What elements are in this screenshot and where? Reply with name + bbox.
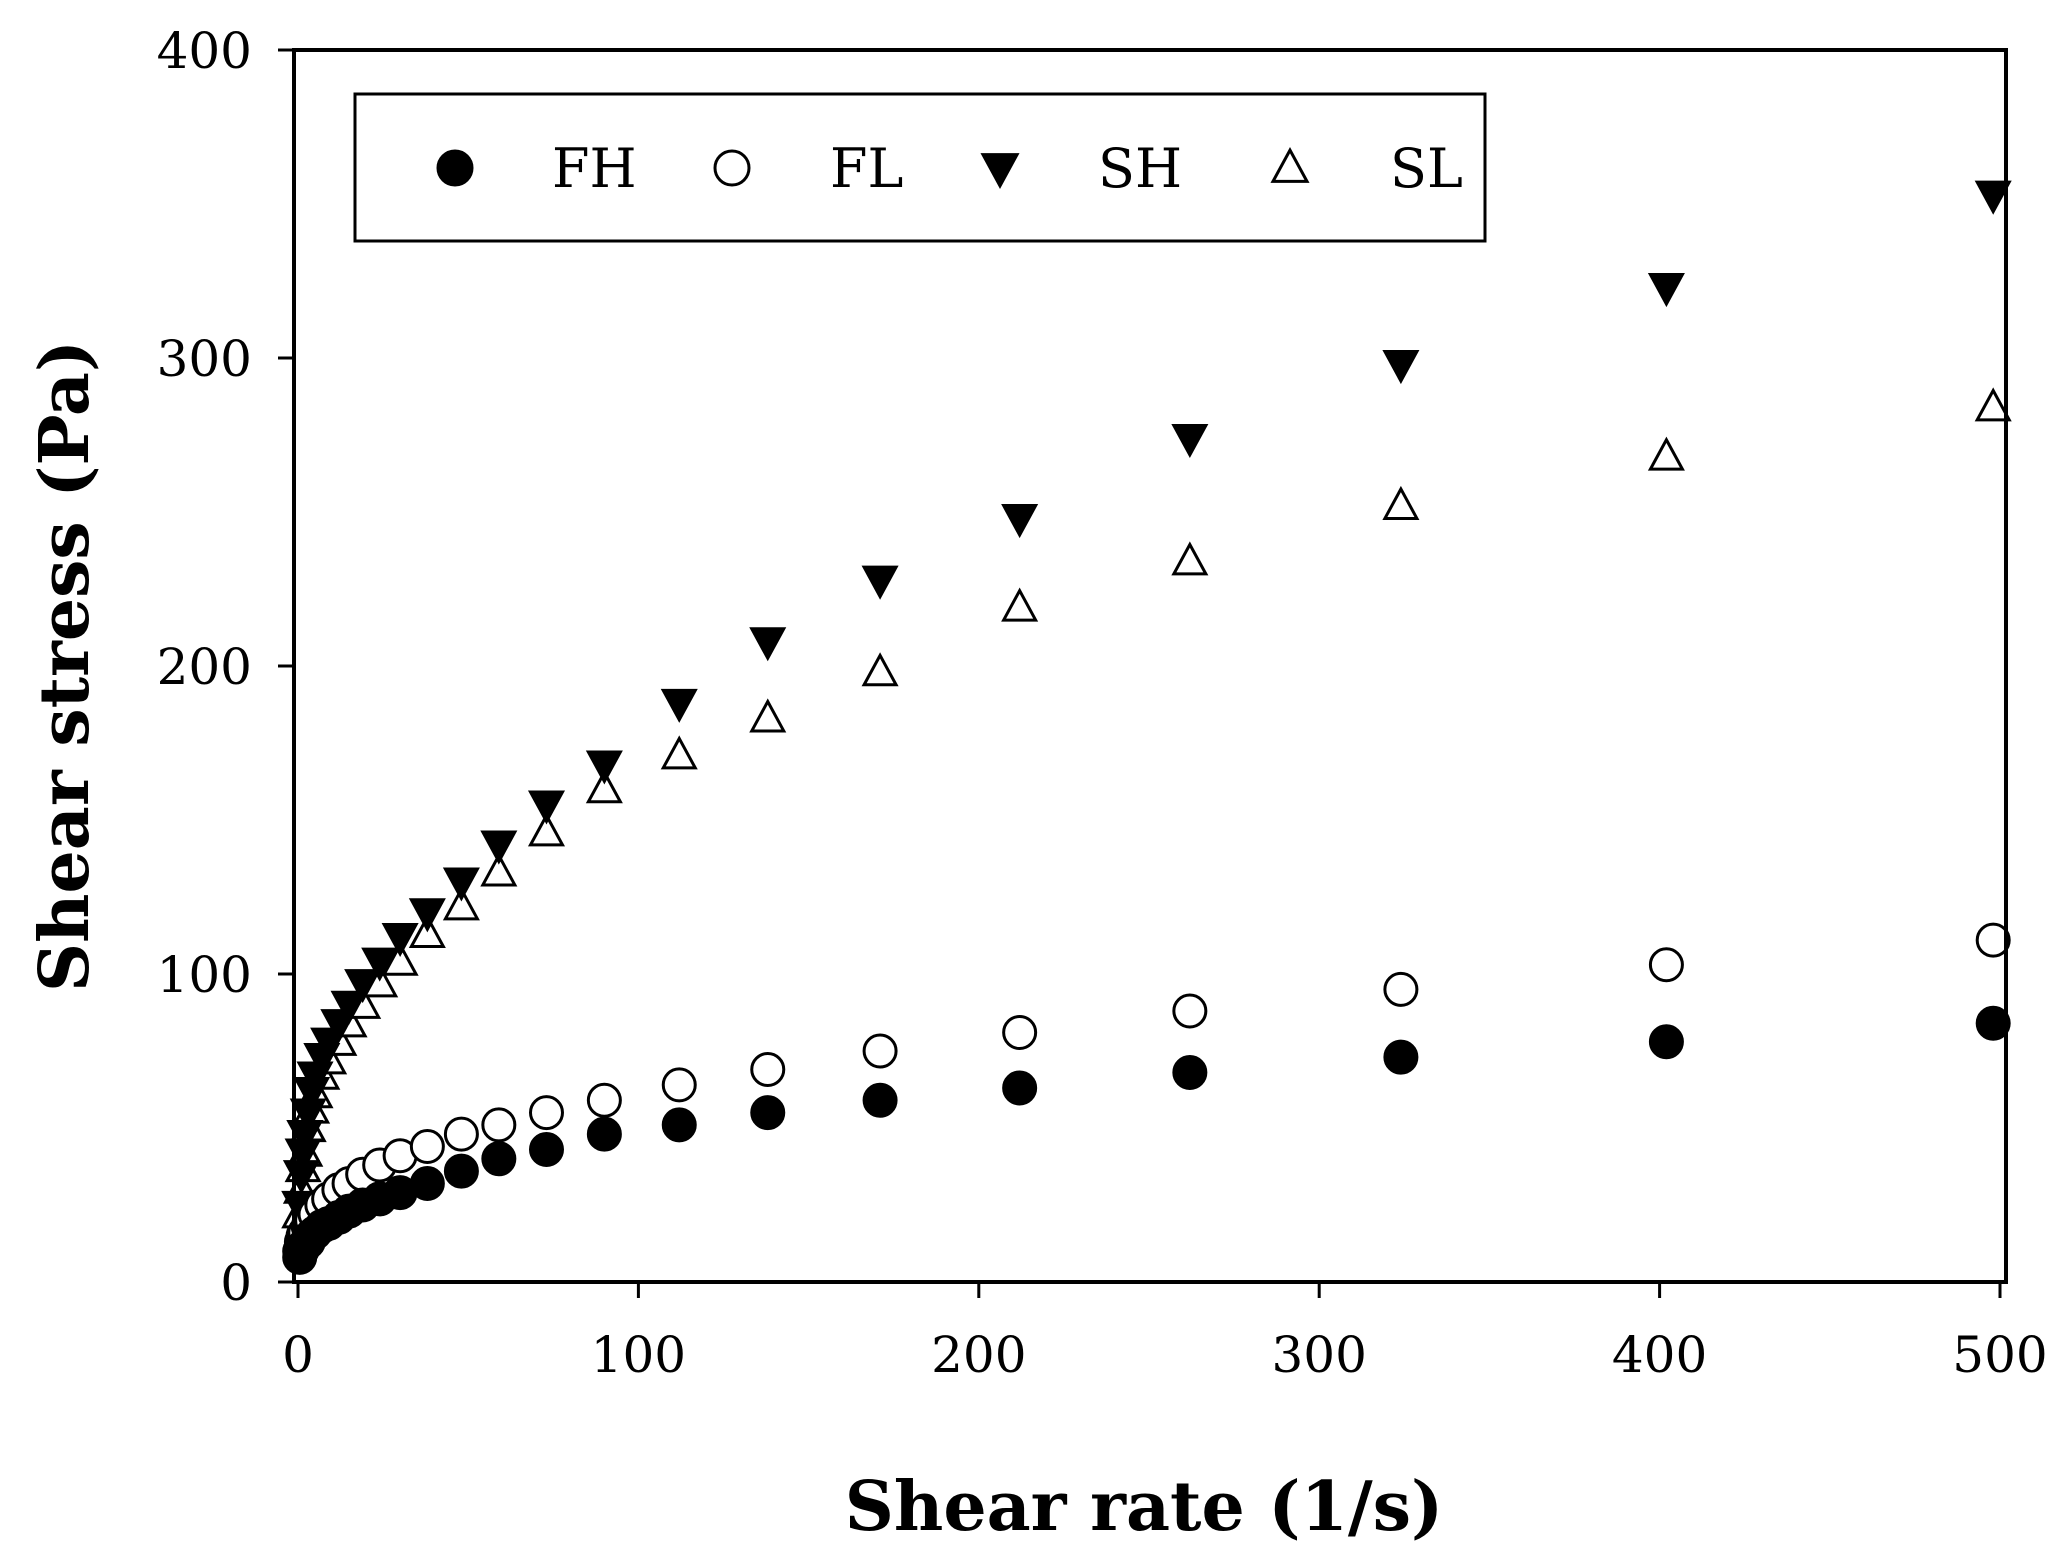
- data-point-sl: [1001, 587, 1039, 622]
- x-tick-label: 500: [1952, 1326, 2047, 1384]
- data-point-fl: [1383, 971, 1419, 1007]
- data-point-fh: [1648, 1024, 1684, 1060]
- data-point-sl: [1382, 485, 1420, 520]
- legend: FH FL SH SL: [353, 92, 1487, 243]
- data-point-sh: [861, 565, 899, 600]
- data-point-sl: [585, 769, 623, 804]
- marks-layer: [281, 180, 2012, 1275]
- data-point-fl: [1002, 1015, 1038, 1051]
- series-fl: [282, 922, 2011, 1269]
- data-point-fh: [1975, 1005, 2011, 1041]
- legend-item-sl: SL: [1270, 137, 1463, 200]
- data-point-sh: [585, 750, 623, 785]
- legend-label-fh: FH: [552, 137, 637, 200]
- y-tick-label: 200: [157, 638, 252, 696]
- data-point-sh: [442, 867, 480, 902]
- data-point-sh: [1171, 423, 1209, 459]
- legend-item-fh: FH: [436, 137, 637, 200]
- y-tick-label: 100: [157, 946, 252, 1004]
- data-point-sh: [408, 898, 446, 933]
- data-point-sl: [381, 941, 419, 976]
- data-point-fh: [443, 1153, 479, 1189]
- data-point-fl: [1975, 922, 2011, 958]
- data-point-fl: [528, 1095, 564, 1131]
- data-point-sh: [381, 922, 419, 957]
- data-point-sh: [330, 990, 368, 1025]
- data-point-sl: [1171, 541, 1209, 576]
- x-tick-label: 300: [1271, 1326, 1366, 1384]
- y-tick-label: 300: [157, 330, 252, 388]
- legend-marker-fh: [436, 149, 474, 187]
- legend-item-sh: SH: [980, 137, 1182, 200]
- data-point-sh: [1974, 180, 2012, 215]
- ticks-layer: 0 100 200 300 400 500 0 100 200 300 400: [157, 22, 2048, 1384]
- x-tick-label: 0: [282, 1326, 314, 1384]
- data-point-sh: [1647, 273, 1685, 308]
- data-point-sl: [480, 852, 518, 887]
- legend-label-sl: SL: [1390, 137, 1463, 200]
- data-point-fh: [1002, 1070, 1038, 1106]
- data-point-fl: [1172, 993, 1208, 1029]
- data-point-fl: [661, 1067, 697, 1103]
- legend-marker-sh: [980, 153, 1020, 189]
- data-point-sl: [660, 735, 698, 770]
- data-point-sl: [861, 652, 899, 687]
- data-point-sh: [361, 947, 399, 982]
- data-point-sh: [480, 830, 518, 865]
- data-point-fl: [481, 1107, 517, 1143]
- data-point-sh: [1001, 504, 1039, 539]
- data-point-sh: [660, 688, 698, 723]
- x-axis-title: Shear rate (1/s): [845, 1467, 1443, 1547]
- legend-label-sh: SH: [1098, 137, 1182, 200]
- data-point-fh: [586, 1116, 622, 1152]
- data-point-fl: [409, 1128, 445, 1164]
- legend-box: [353, 92, 1487, 243]
- data-point-fh: [481, 1141, 517, 1177]
- y-tick-label: 400: [157, 22, 252, 80]
- data-point-sh: [749, 627, 787, 662]
- data-point-fh: [1172, 1055, 1208, 1091]
- data-point-fl: [586, 1082, 622, 1118]
- series-sh: [281, 180, 2012, 1225]
- legend-item-fl: FL: [713, 137, 903, 200]
- data-point-sh: [527, 790, 566, 825]
- data-point-fh: [661, 1107, 697, 1143]
- y-tick-label: 0: [220, 1254, 252, 1312]
- y-axis-title: Shear stress (Pa): [25, 340, 105, 992]
- data-point-sl: [749, 698, 787, 733]
- legend-label-fl: FL: [830, 137, 903, 200]
- data-point-fh: [528, 1132, 564, 1168]
- legend-marker-fl: [713, 149, 751, 187]
- data-point-sl: [1974, 387, 2012, 422]
- data-point-sl: [1647, 436, 1685, 471]
- data-point-fl: [1648, 947, 1684, 983]
- x-tick-label: 100: [591, 1326, 686, 1384]
- data-point-fl: [750, 1051, 786, 1087]
- legend-items: FH FL SH SL: [436, 137, 1463, 200]
- data-point-fl: [862, 1033, 898, 1069]
- x-tick-label: 200: [931, 1326, 1026, 1384]
- data-point-fh: [409, 1165, 445, 1201]
- data-point-fl: [443, 1116, 479, 1152]
- legend-marker-sl: [1270, 147, 1310, 183]
- data-point-sl: [442, 886, 480, 921]
- data-point-fh: [1383, 1039, 1419, 1075]
- series-fh: [282, 1005, 2011, 1275]
- data-point-fh: [750, 1095, 786, 1131]
- data-point-sl: [527, 812, 566, 847]
- data-point-sh: [1382, 350, 1420, 385]
- data-point-sh: [344, 969, 382, 1004]
- x-tick-label: 400: [1612, 1326, 1707, 1384]
- data-point-fh: [862, 1082, 898, 1118]
